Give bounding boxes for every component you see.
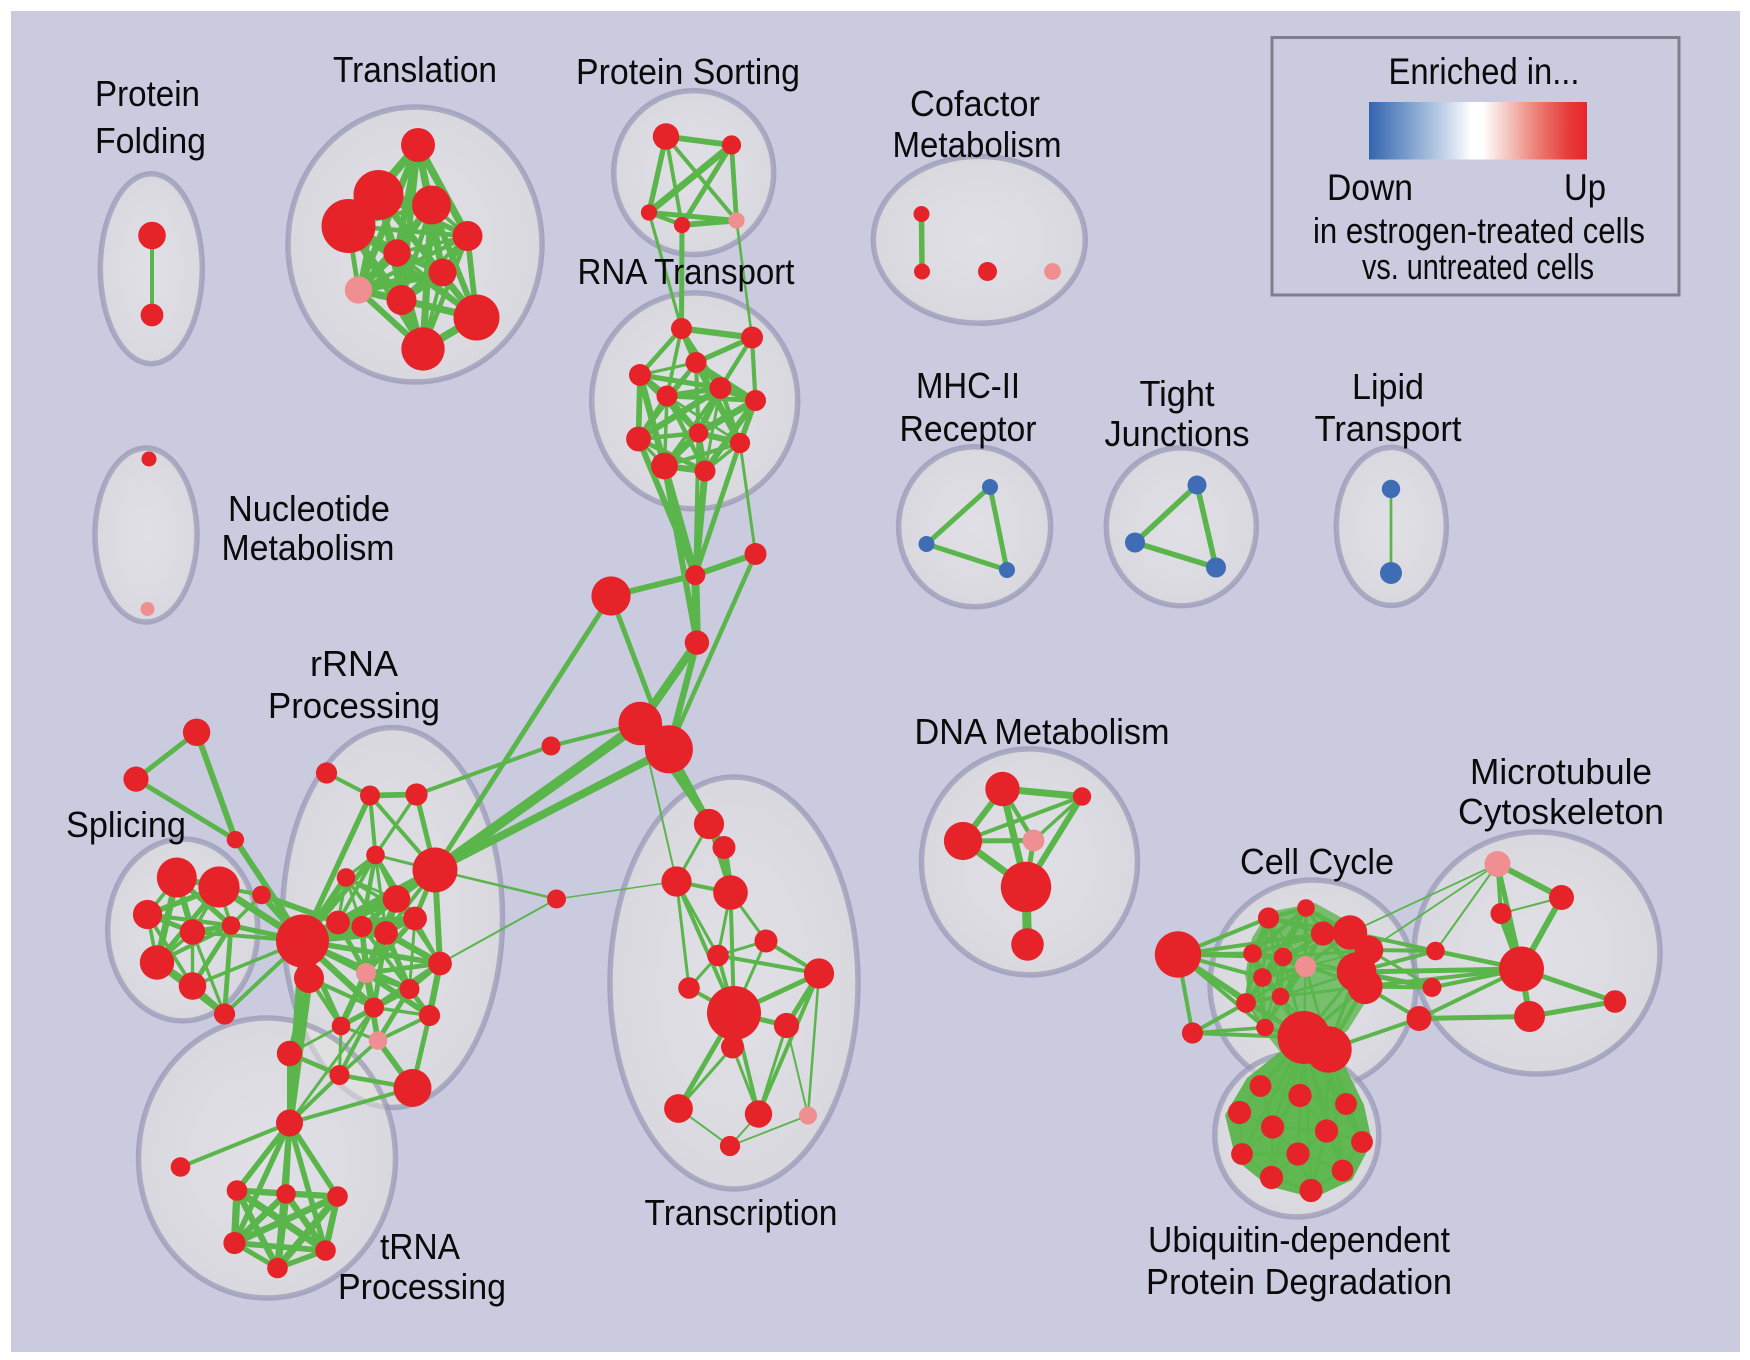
svg-text:Metabolism: Metabolism	[222, 527, 395, 568]
svg-text:Translation: Translation	[333, 49, 497, 90]
svg-text:Lipid: Lipid	[1352, 366, 1424, 407]
svg-text:MHC-II: MHC-II	[916, 365, 1020, 406]
svg-text:Junctions: Junctions	[1105, 413, 1250, 454]
svg-text:rRNA: rRNA	[310, 643, 398, 684]
svg-text:Transport: Transport	[1315, 408, 1462, 449]
svg-text:Protein: Protein	[95, 73, 200, 114]
svg-text:Cofactor: Cofactor	[910, 83, 1040, 124]
svg-text:Up: Up	[1564, 167, 1606, 208]
svg-text:Transcription: Transcription	[645, 1192, 838, 1233]
svg-text:Protein Degradation: Protein Degradation	[1146, 1261, 1452, 1302]
svg-text:Metabolism: Metabolism	[893, 124, 1062, 165]
svg-text:vs. untreated cells: vs. untreated cells	[1362, 246, 1594, 287]
svg-text:Protein Sorting: Protein Sorting	[576, 51, 800, 92]
svg-text:Enriched in...: Enriched in...	[1389, 51, 1580, 92]
svg-text:Cytoskeleton: Cytoskeleton	[1458, 791, 1664, 832]
svg-text:Tight: Tight	[1140, 373, 1215, 414]
svg-text:DNA Metabolism: DNA Metabolism	[915, 711, 1170, 752]
svg-text:Processing: Processing	[268, 685, 440, 726]
svg-text:Folding: Folding	[95, 120, 206, 161]
svg-text:Nucleotide: Nucleotide	[228, 488, 390, 529]
svg-text:Microtubule: Microtubule	[1470, 751, 1652, 792]
svg-text:in estrogen-treated cells: in estrogen-treated cells	[1313, 210, 1645, 251]
svg-text:Cell Cycle: Cell Cycle	[1240, 841, 1394, 882]
svg-text:tRNA: tRNA	[380, 1226, 460, 1267]
svg-text:Splicing: Splicing	[66, 804, 186, 845]
svg-text:RNA Transport: RNA Transport	[578, 251, 795, 292]
svg-text:Down: Down	[1327, 167, 1413, 208]
svg-text:Ubiquitin-dependent: Ubiquitin-dependent	[1148, 1219, 1450, 1260]
svg-text:Processing: Processing	[338, 1266, 506, 1307]
svg-text:Receptor: Receptor	[900, 408, 1037, 449]
